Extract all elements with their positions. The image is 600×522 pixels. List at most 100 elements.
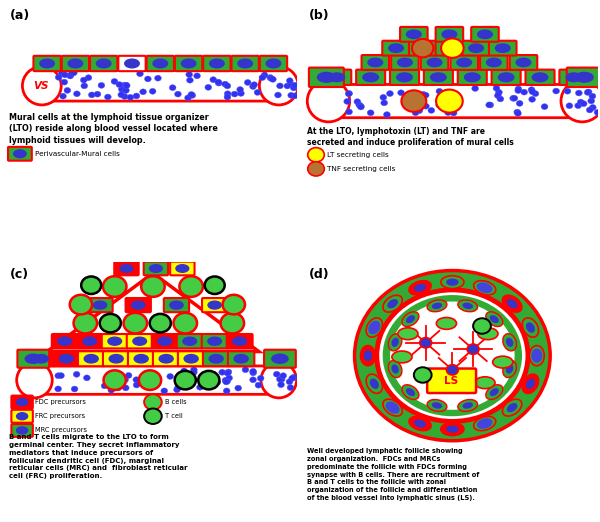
Ellipse shape bbox=[502, 295, 522, 312]
Circle shape bbox=[528, 87, 535, 92]
Ellipse shape bbox=[478, 30, 492, 39]
Ellipse shape bbox=[17, 413, 28, 420]
Ellipse shape bbox=[486, 312, 503, 327]
FancyBboxPatch shape bbox=[164, 298, 189, 312]
Text: (b): (b) bbox=[308, 9, 329, 22]
Text: T cell: T cell bbox=[165, 413, 183, 419]
Circle shape bbox=[251, 82, 257, 88]
Circle shape bbox=[274, 371, 280, 377]
FancyBboxPatch shape bbox=[436, 27, 463, 42]
Circle shape bbox=[383, 295, 522, 416]
FancyBboxPatch shape bbox=[264, 350, 296, 368]
Text: At the LTO, lymphotoxin (LT) and TNF are
secreted and induce proliferation of mu: At the LTO, lymphotoxin (LT) and TNF are… bbox=[307, 127, 514, 147]
FancyBboxPatch shape bbox=[567, 67, 600, 87]
FancyBboxPatch shape bbox=[127, 334, 152, 348]
Ellipse shape bbox=[506, 338, 514, 347]
Circle shape bbox=[150, 314, 171, 333]
Ellipse shape bbox=[108, 337, 122, 345]
Circle shape bbox=[356, 102, 362, 108]
Circle shape bbox=[124, 313, 147, 334]
FancyBboxPatch shape bbox=[102, 334, 128, 348]
Ellipse shape bbox=[17, 398, 28, 406]
Circle shape bbox=[308, 162, 325, 176]
Circle shape bbox=[380, 94, 387, 100]
Circle shape bbox=[278, 376, 285, 382]
Ellipse shape bbox=[370, 378, 379, 389]
Ellipse shape bbox=[442, 30, 457, 39]
Text: TNF secreting cells: TNF secreting cells bbox=[327, 166, 395, 172]
FancyBboxPatch shape bbox=[462, 41, 490, 55]
FancyBboxPatch shape bbox=[88, 298, 113, 312]
Circle shape bbox=[179, 276, 203, 297]
Circle shape bbox=[414, 367, 431, 383]
Ellipse shape bbox=[17, 362, 52, 398]
FancyBboxPatch shape bbox=[409, 41, 437, 55]
Circle shape bbox=[594, 110, 600, 115]
Ellipse shape bbox=[183, 337, 197, 345]
FancyBboxPatch shape bbox=[491, 69, 521, 85]
Circle shape bbox=[412, 110, 419, 116]
Text: VS: VS bbox=[34, 81, 49, 91]
Circle shape bbox=[288, 92, 295, 98]
Circle shape bbox=[367, 110, 374, 116]
Circle shape bbox=[173, 387, 181, 393]
Circle shape bbox=[175, 371, 196, 389]
FancyBboxPatch shape bbox=[228, 351, 254, 366]
Ellipse shape bbox=[431, 73, 446, 81]
Ellipse shape bbox=[402, 312, 419, 327]
Circle shape bbox=[197, 384, 203, 390]
Ellipse shape bbox=[133, 337, 146, 345]
Circle shape bbox=[436, 90, 463, 113]
FancyBboxPatch shape bbox=[382, 41, 410, 55]
Ellipse shape bbox=[406, 315, 415, 323]
Text: B and T cells migrate to the LTO to form
germinal center. They secret inflammato: B and T cells migrate to the LTO to form… bbox=[9, 434, 187, 479]
Circle shape bbox=[81, 83, 88, 89]
Ellipse shape bbox=[259, 67, 298, 105]
Ellipse shape bbox=[402, 385, 419, 399]
FancyBboxPatch shape bbox=[153, 351, 179, 366]
Circle shape bbox=[175, 91, 181, 97]
Circle shape bbox=[127, 94, 134, 100]
Circle shape bbox=[118, 92, 125, 98]
Circle shape bbox=[198, 374, 205, 379]
Circle shape bbox=[254, 89, 261, 96]
Circle shape bbox=[289, 375, 296, 381]
Circle shape bbox=[223, 379, 230, 385]
Ellipse shape bbox=[383, 295, 403, 312]
Ellipse shape bbox=[388, 299, 398, 309]
Circle shape bbox=[104, 370, 126, 390]
Circle shape bbox=[472, 86, 479, 91]
FancyBboxPatch shape bbox=[17, 350, 49, 368]
Circle shape bbox=[106, 375, 112, 381]
FancyBboxPatch shape bbox=[471, 27, 499, 42]
Ellipse shape bbox=[209, 59, 224, 68]
Circle shape bbox=[532, 91, 539, 97]
Circle shape bbox=[275, 92, 281, 98]
Ellipse shape bbox=[458, 300, 478, 312]
Circle shape bbox=[493, 85, 500, 91]
Ellipse shape bbox=[135, 248, 148, 255]
Ellipse shape bbox=[446, 425, 458, 433]
Circle shape bbox=[62, 72, 68, 78]
Ellipse shape bbox=[368, 321, 380, 334]
FancyBboxPatch shape bbox=[421, 55, 448, 70]
Circle shape bbox=[268, 76, 275, 81]
FancyBboxPatch shape bbox=[260, 56, 287, 71]
Circle shape bbox=[412, 92, 419, 98]
Ellipse shape bbox=[158, 337, 172, 345]
Circle shape bbox=[215, 80, 222, 86]
Circle shape bbox=[210, 77, 217, 82]
Circle shape bbox=[515, 111, 521, 116]
Ellipse shape bbox=[158, 248, 171, 255]
Ellipse shape bbox=[473, 281, 496, 295]
Ellipse shape bbox=[432, 303, 442, 309]
Circle shape bbox=[70, 295, 92, 314]
Circle shape bbox=[98, 82, 105, 88]
Circle shape bbox=[125, 373, 132, 378]
Circle shape bbox=[55, 373, 62, 378]
Circle shape bbox=[451, 92, 457, 98]
Circle shape bbox=[575, 90, 582, 96]
Circle shape bbox=[420, 338, 431, 348]
Ellipse shape bbox=[502, 399, 522, 416]
Circle shape bbox=[190, 369, 197, 375]
